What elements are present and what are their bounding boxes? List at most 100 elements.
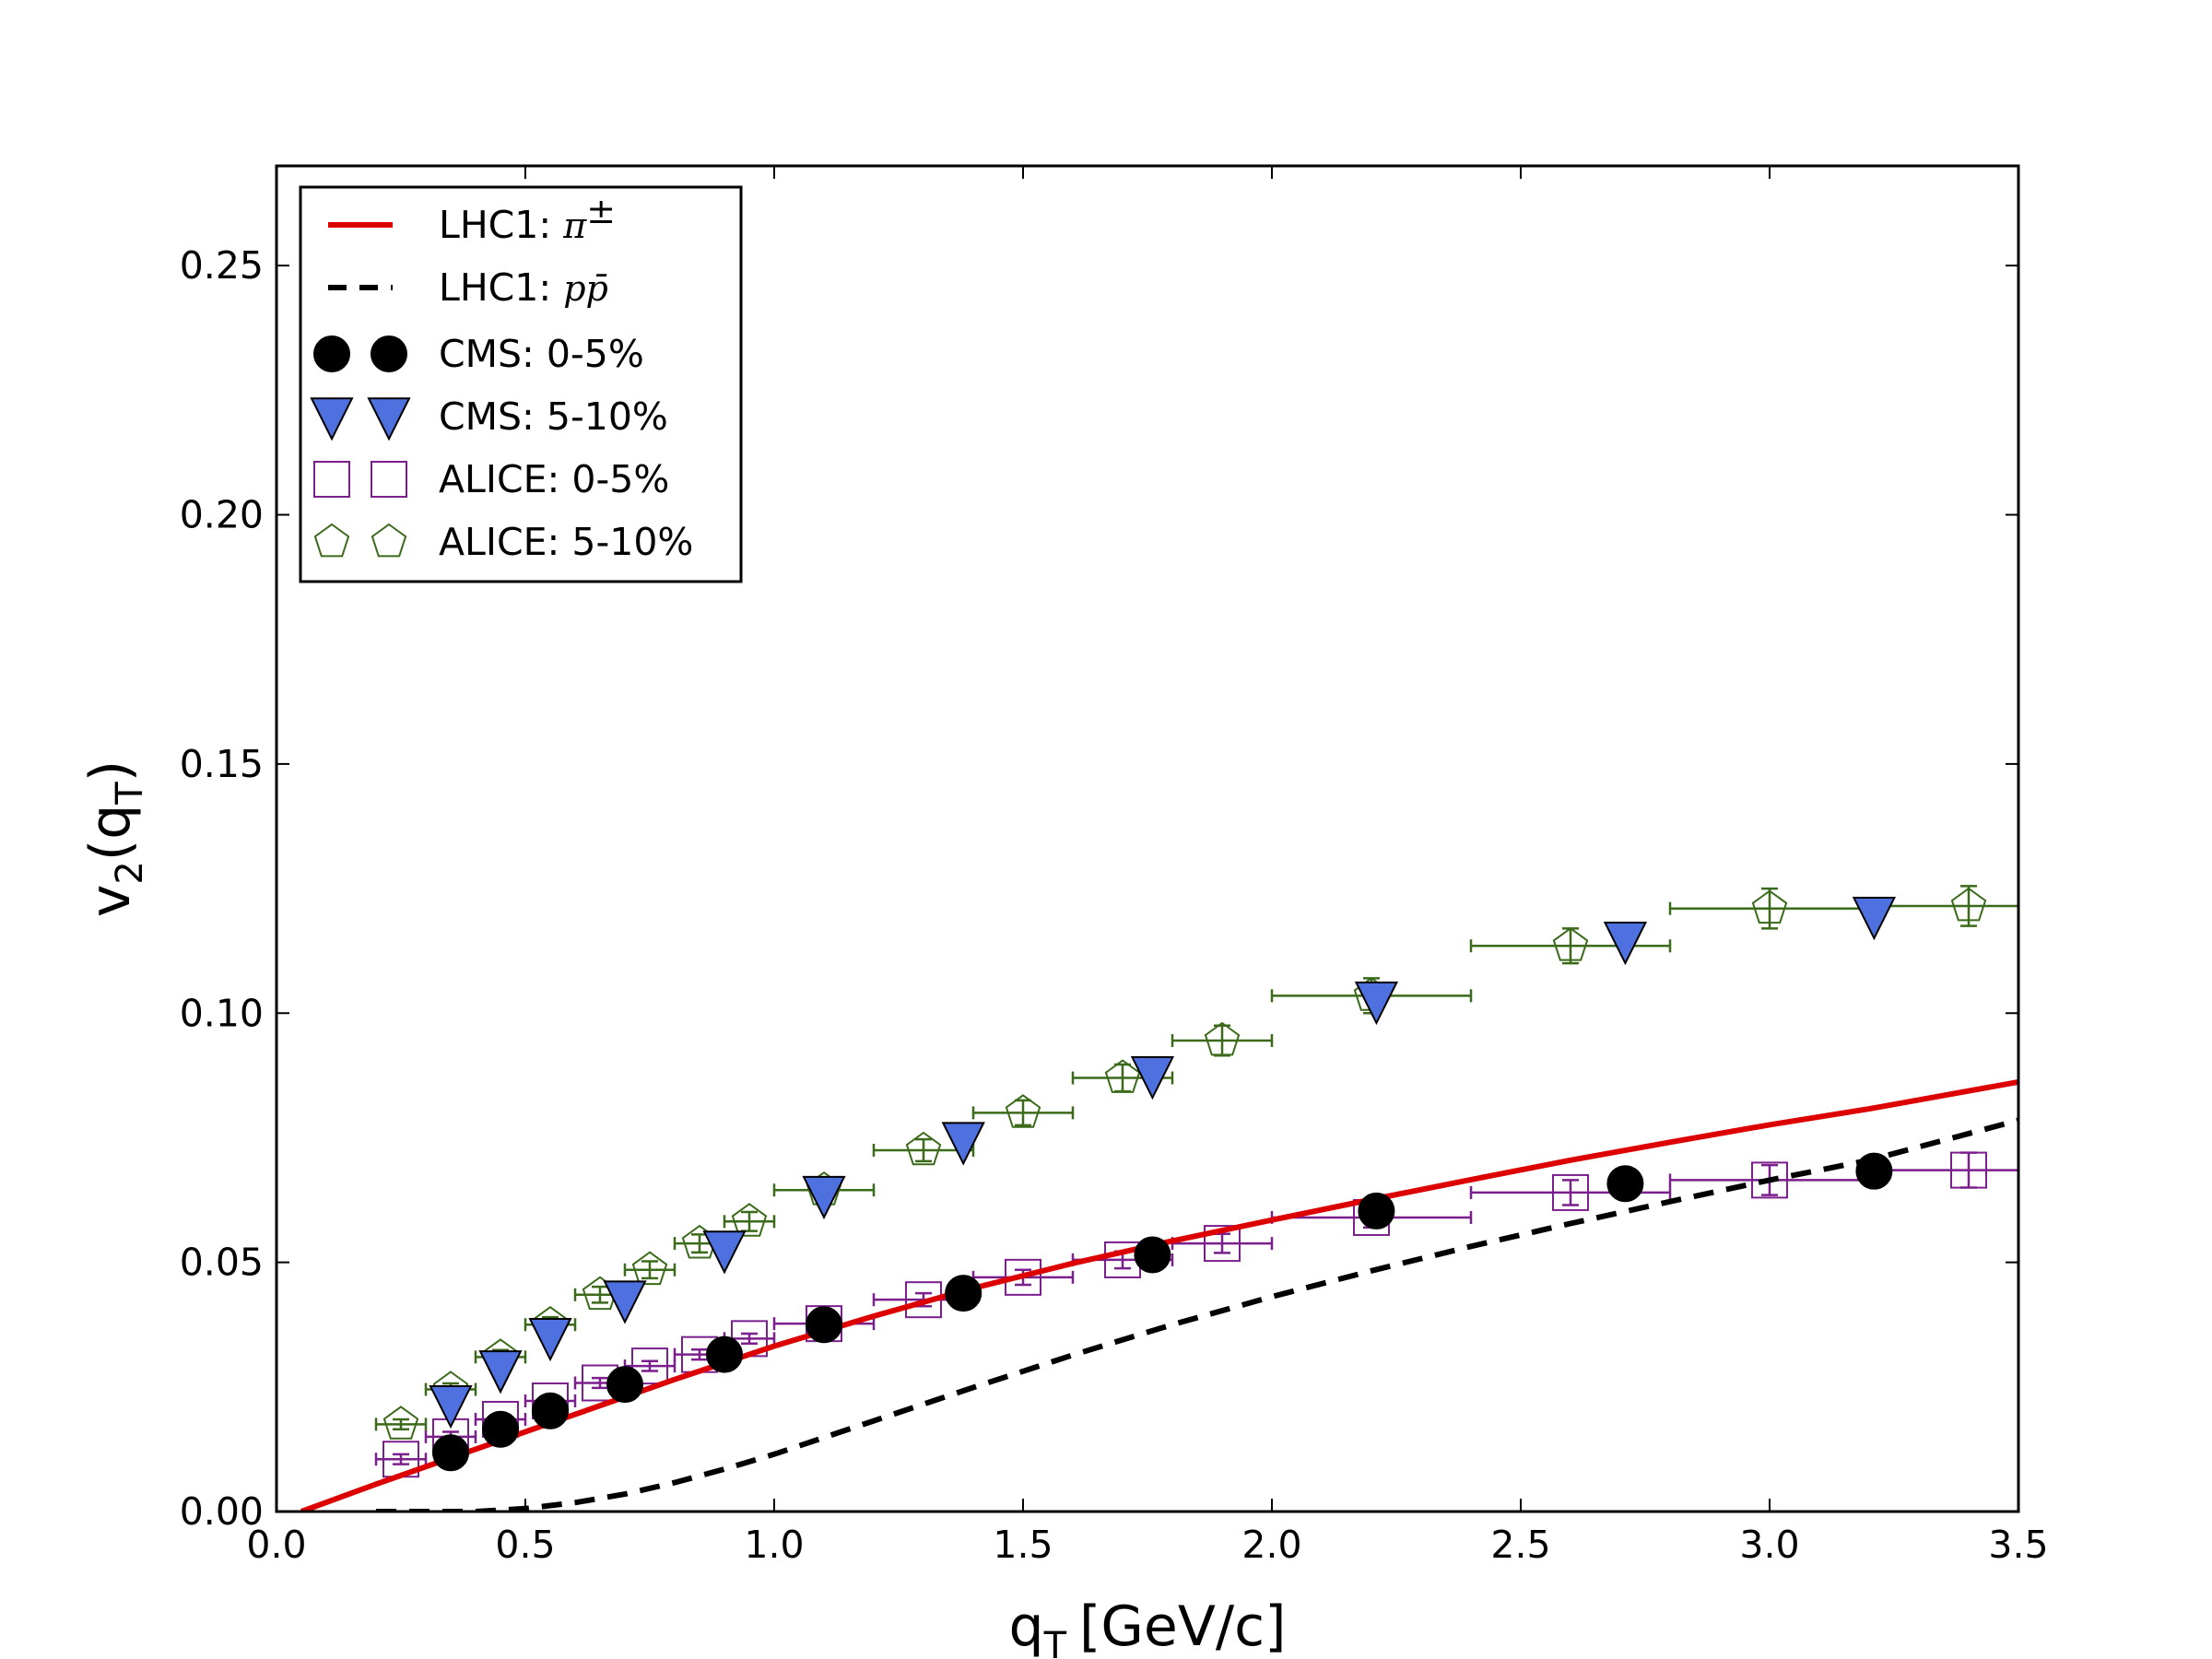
legend-item-proton: LHC1: pp̄ (328, 265, 608, 310)
legend-label-alice05: ALICE: 0-5% (439, 457, 669, 501)
data-point-cms510 (429, 1384, 473, 1430)
data-point-cms05 (432, 1434, 469, 1472)
x-tick-label: 1.5 (993, 1523, 1053, 1567)
data-point-cms510 (603, 1280, 647, 1324)
data-point-cms05 (532, 1392, 569, 1430)
data-point-cms05 (606, 1366, 643, 1404)
data-point-alice05 (1204, 1225, 1241, 1263)
data-point-alice05 (1552, 1173, 1589, 1211)
legend-swatch-cms510 (310, 397, 354, 441)
legend-item-alice510: ALICE: 5-10% (313, 520, 693, 564)
data-point-cms510 (941, 1122, 985, 1166)
y-tick-label: 0.05 (180, 1241, 264, 1285)
data-point-cms510 (1852, 897, 1897, 941)
axis-ticks: 0.0 0.5 1.0 1.5 2.0 2.5 3.0 3.5 0.00 0.05 0.10 0.15… (180, 166, 2049, 1567)
series-cms510 (429, 897, 1897, 1430)
legend-label-text: ALICE: 5-10% (439, 520, 693, 564)
legend-item-cms510: CMS: 5-10% (310, 394, 668, 441)
legend-label-math: pp̄ (563, 268, 608, 309)
legend-label-proton: LHC1: pp̄ (439, 265, 608, 310)
plot-area (300, 885, 2018, 1512)
data-point-alice510 (1552, 927, 1589, 961)
legend-swatch-alice510 (313, 523, 350, 558)
x-tick-label: 3.0 (1739, 1523, 1799, 1567)
y-tick-label: 0.20 (180, 493, 264, 537)
y-tick-label: 0.15 (180, 742, 264, 786)
legend-item-pion: LHC1: π± (328, 191, 616, 247)
data-point-cms510 (1603, 922, 1648, 966)
y-axis-title-open: ( (78, 840, 143, 861)
x-tick-label: 2.0 (1241, 1523, 1301, 1567)
legend-label-cms510: CMS: 5-10% (439, 394, 668, 439)
legend-swatch-cms05 (313, 335, 350, 372)
legend-swatch-alice05 (371, 461, 407, 498)
data-point-alice510 (382, 1406, 419, 1440)
legend-label-math: π (562, 206, 587, 246)
x-axis-title: qT [GeV/c] (1008, 1594, 1286, 1659)
x-axis-title-unit: [GeV/c] (1079, 1594, 1286, 1659)
data-point-cms05 (1134, 1236, 1171, 1274)
y-tick-label: 0.00 (180, 1489, 264, 1534)
legend-swatch-alice05 (313, 461, 350, 498)
data-point-cms510 (702, 1230, 747, 1275)
x-tick-label: 0.0 (246, 1523, 306, 1567)
data-point-alice510 (1104, 1059, 1141, 1093)
data-point-cms05 (806, 1306, 842, 1344)
legend-item-alice05: ALICE: 0-5% (313, 457, 669, 501)
data-point-cms510 (478, 1350, 523, 1394)
x-axis-title-main: q (1008, 1594, 1043, 1659)
data-point-alice05 (1950, 1151, 1987, 1189)
data-point-cms510 (1354, 981, 1399, 1026)
data-point-cms05 (945, 1275, 982, 1312)
y-axis-title: v2(qT) (78, 760, 151, 917)
legend-label-alice510: ALICE: 5-10% (439, 520, 693, 564)
y-axis-title-sub: 2 (109, 861, 151, 884)
x-tick-label: 0.5 (495, 1523, 555, 1567)
legend-label-text: LHC1: (439, 265, 563, 310)
legend-label-text: CMS: 0-5% (439, 332, 644, 376)
plot-frame (275, 164, 2020, 1513)
legend-label-text: LHC1: (439, 203, 563, 247)
legend-label-text: ALICE: 0-5% (439, 457, 669, 501)
data-point-alice510 (1204, 1021, 1241, 1056)
data-point-alice510 (1950, 887, 1987, 922)
data-point-cms05 (1855, 1152, 1893, 1190)
data-point-cms05 (482, 1410, 519, 1448)
series-cms05 (432, 1152, 1893, 1472)
y-axis-title-arg-sub: T (109, 782, 151, 806)
data-point-cms510 (528, 1317, 572, 1362)
x-tick-label: 2.5 (1490, 1523, 1550, 1567)
data-point-cms510 (802, 1175, 846, 1220)
y-axis-title-main: v (78, 885, 143, 918)
y-axis-title-arg: q (78, 805, 143, 840)
data-point-alice510 (1751, 889, 1788, 924)
legend-swatch-cms510 (367, 397, 411, 441)
data-point-cms05 (1358, 1192, 1395, 1230)
y-axis-title-close: ) (78, 760, 143, 782)
x-axis-title-sub: T (1043, 1625, 1067, 1659)
y-tick-label: 0.25 (180, 243, 264, 288)
data-point-cms510 (1130, 1056, 1175, 1100)
x-tick-label: 1.0 (744, 1523, 804, 1567)
legend-swatch-cms05 (371, 335, 407, 372)
x-tick-label: 3.5 (1988, 1523, 2048, 1567)
legend-label-pion: LHC1: π± (439, 191, 616, 247)
legend-label-text: CMS: 5-10% (439, 394, 668, 439)
data-point-alice05 (1751, 1161, 1788, 1199)
data-point-alice05 (1005, 1258, 1041, 1296)
data-point-alice05 (631, 1347, 668, 1385)
data-point-alice510 (905, 1131, 942, 1166)
legend-item-cms05: CMS: 0-5% (313, 332, 644, 376)
legend-label-cms05: CMS: 0-5% (439, 332, 644, 376)
y-tick-label: 0.10 (180, 991, 264, 1035)
data-point-alice510 (1005, 1094, 1041, 1128)
data-point-cms05 (706, 1335, 743, 1373)
data-point-cms05 (1606, 1165, 1644, 1203)
series-line-proton (376, 1117, 2018, 1512)
legend-box (299, 185, 743, 583)
data-point-alice510 (731, 1203, 768, 1237)
data-point-alice510 (631, 1251, 668, 1286)
legend: LHC1: π±LHC1: pp̄CMS: 0-5%CMS: 5-10%ALIC… (299, 185, 743, 583)
legend-swatch-alice510 (371, 523, 407, 558)
